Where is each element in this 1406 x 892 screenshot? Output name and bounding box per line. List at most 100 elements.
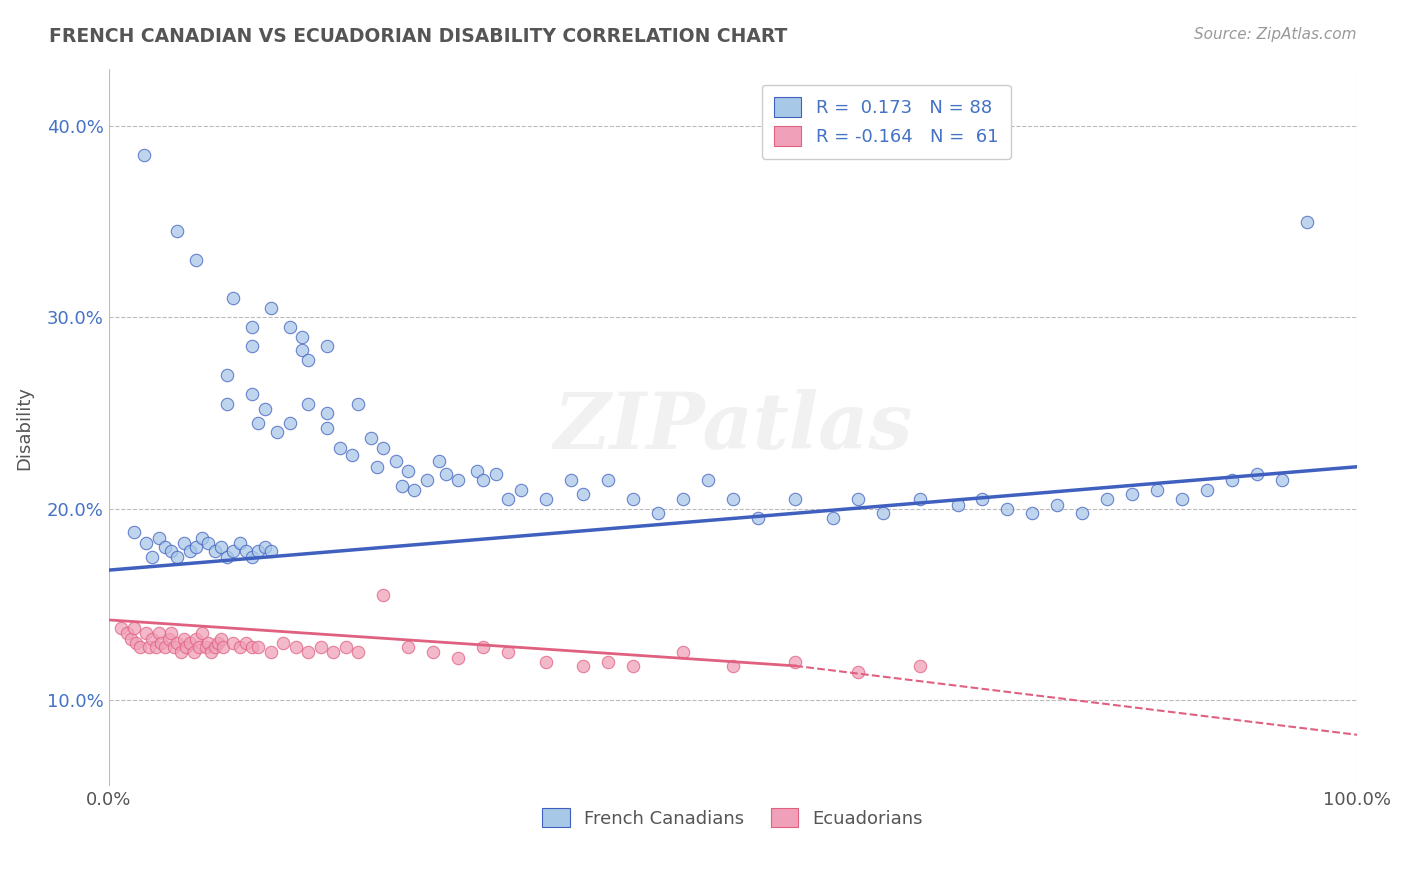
- Point: [316, 421, 339, 435]
- Point: [160, 544, 183, 558]
- Point: [485, 467, 508, 482]
- Point: [240, 387, 263, 401]
- Point: [228, 536, 250, 550]
- Point: [266, 425, 288, 440]
- Point: [209, 632, 232, 646]
- Point: [572, 486, 595, 500]
- Point: [572, 658, 595, 673]
- Point: [846, 492, 869, 507]
- Point: [200, 645, 222, 659]
- Point: [148, 626, 170, 640]
- Point: [316, 406, 339, 420]
- Point: [166, 549, 188, 564]
- Point: [366, 459, 388, 474]
- Point: [972, 492, 994, 507]
- Point: [166, 636, 188, 650]
- Point: [141, 632, 163, 646]
- Point: [150, 636, 173, 650]
- Point: [278, 320, 301, 334]
- Point: [872, 506, 894, 520]
- Point: [384, 454, 406, 468]
- Point: [128, 640, 150, 654]
- Legend: French Canadians, Ecuadorians: French Canadians, Ecuadorians: [536, 800, 931, 835]
- Point: [228, 640, 250, 654]
- Text: ZIPatlas: ZIPatlas: [553, 389, 912, 466]
- Point: [340, 448, 363, 462]
- Point: [217, 368, 239, 382]
- Point: [329, 441, 352, 455]
- Point: [240, 640, 263, 654]
- Point: [1171, 492, 1194, 507]
- Point: [1146, 483, 1168, 497]
- Point: [153, 640, 176, 654]
- Point: [240, 549, 263, 564]
- Point: [447, 651, 470, 665]
- Point: [260, 544, 283, 558]
- Point: [247, 544, 270, 558]
- Point: [422, 645, 444, 659]
- Point: [647, 506, 669, 520]
- Point: [184, 540, 207, 554]
- Point: [217, 549, 239, 564]
- Point: [145, 640, 167, 654]
- Point: [120, 632, 142, 646]
- Point: [122, 621, 145, 635]
- Point: [173, 632, 195, 646]
- Point: [496, 645, 519, 659]
- Point: [534, 492, 557, 507]
- Point: [235, 636, 257, 650]
- Point: [496, 492, 519, 507]
- Point: [135, 626, 157, 640]
- Point: [785, 492, 807, 507]
- Point: [672, 492, 695, 507]
- Point: [170, 645, 193, 659]
- Point: [1271, 473, 1294, 487]
- Point: [560, 473, 582, 487]
- Point: [110, 621, 132, 635]
- Point: [148, 531, 170, 545]
- Point: [396, 464, 419, 478]
- Point: [946, 498, 969, 512]
- Point: [1121, 486, 1143, 500]
- Point: [396, 640, 419, 654]
- Point: [596, 655, 619, 669]
- Point: [125, 636, 148, 650]
- Point: [160, 626, 183, 640]
- Point: [1046, 498, 1069, 512]
- Point: [222, 544, 245, 558]
- Point: [153, 540, 176, 554]
- Point: [122, 524, 145, 539]
- Point: [1071, 506, 1094, 520]
- Point: [222, 291, 245, 305]
- Point: [429, 454, 451, 468]
- Point: [322, 645, 344, 659]
- Point: [247, 416, 270, 430]
- Point: [291, 343, 314, 357]
- Point: [260, 301, 283, 315]
- Point: [696, 473, 718, 487]
- Point: [672, 645, 695, 659]
- Point: [132, 147, 155, 161]
- Point: [404, 483, 426, 497]
- Point: [846, 665, 869, 679]
- Point: [191, 531, 214, 545]
- Point: [297, 645, 319, 659]
- Point: [135, 536, 157, 550]
- Point: [747, 511, 769, 525]
- Point: [391, 479, 413, 493]
- Point: [141, 549, 163, 564]
- Point: [721, 492, 744, 507]
- Point: [207, 636, 229, 650]
- Point: [195, 640, 218, 654]
- Y-axis label: Disability: Disability: [15, 385, 32, 469]
- Point: [157, 632, 180, 646]
- Point: [183, 645, 205, 659]
- Point: [721, 658, 744, 673]
- Point: [472, 473, 495, 487]
- Point: [1220, 473, 1243, 487]
- Point: [138, 640, 160, 654]
- Point: [184, 252, 207, 267]
- Point: [197, 636, 219, 650]
- Point: [596, 473, 619, 487]
- Point: [434, 467, 457, 482]
